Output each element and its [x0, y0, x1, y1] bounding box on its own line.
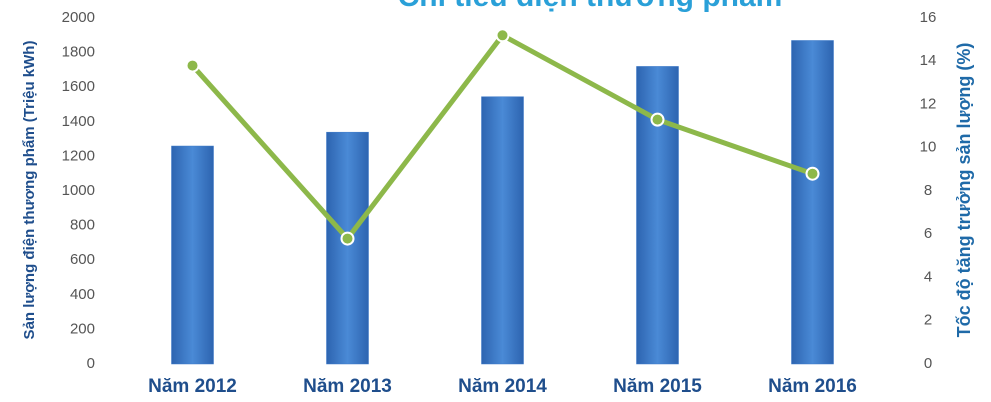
- point: [650, 112, 665, 127]
- y2-tick-label: 6: [924, 225, 932, 242]
- point: [495, 28, 510, 43]
- y-tick-label: 600: [70, 251, 95, 268]
- bar: [791, 40, 834, 365]
- y-tick-label: 400: [70, 286, 95, 303]
- y2-tick-label: 10: [920, 139, 937, 156]
- point: [340, 231, 355, 246]
- bar: [481, 96, 524, 365]
- y-tick-label: 200: [70, 320, 95, 337]
- y-tick-label: 1800: [62, 44, 95, 61]
- y2-tick-label: 4: [924, 268, 932, 285]
- y-tick-label: 1200: [62, 147, 95, 164]
- y-tick-label: 1600: [62, 78, 95, 95]
- y2-tick-label: 0: [924, 355, 932, 372]
- y2-tick-label: 16: [920, 9, 937, 26]
- x-tick-label: Năm 2012: [148, 376, 237, 397]
- y2-tick-label: 8: [924, 182, 932, 199]
- chart-title: Chỉ tiêu điện thương phẩm: [398, 0, 783, 13]
- y-axis-label: Sản lượng điện thương phẩm (Triệu kWh): [21, 41, 38, 340]
- y2-tick-label: 14: [920, 52, 937, 69]
- x-tick-label: Năm 2015: [613, 376, 702, 397]
- point: [805, 166, 820, 181]
- y-tick-label: 0: [87, 355, 95, 372]
- y-tick-label: 1000: [62, 182, 95, 199]
- y-tick-label: 1400: [62, 113, 95, 130]
- x-tick-label: Năm 2016: [768, 376, 857, 397]
- x-tick-label: Năm 2014: [458, 376, 547, 397]
- bar: [171, 145, 214, 365]
- x-tick-label: Năm 2013: [303, 376, 392, 397]
- y-tick-label: 800: [70, 217, 95, 234]
- y-tick-label: 2000: [62, 9, 95, 26]
- y2-tick-label: 12: [920, 95, 937, 112]
- y2-tick-label: 2: [924, 312, 932, 329]
- y2-axis-label: Tốc độ tăng trưởng sản lượng (%): [954, 43, 974, 338]
- point: [185, 58, 200, 73]
- bar: [326, 131, 369, 365]
